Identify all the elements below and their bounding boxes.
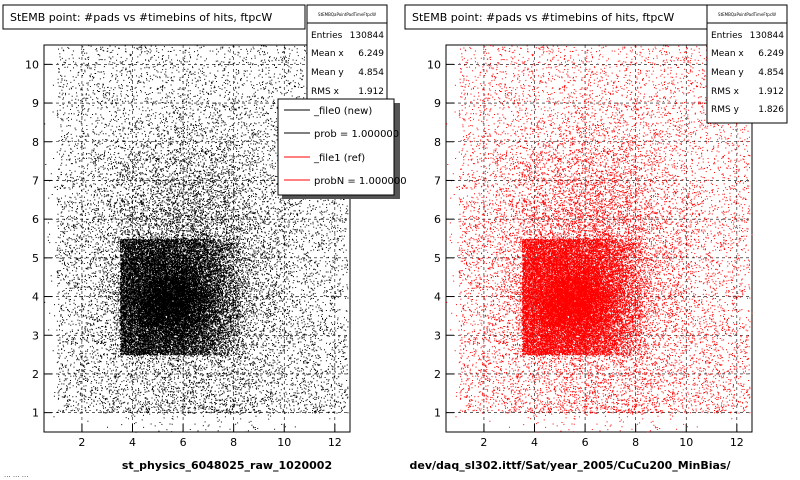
right-scatter-cloud — [446, 45, 753, 433]
right-stats-entries-label: Entries — [711, 31, 743, 41]
left-tick-label-x-8: 8 — [230, 436, 237, 449]
legend-label-1: prob = 1.000000 — [314, 129, 399, 140]
left-stats-meanx-value: 6.249 — [358, 49, 384, 59]
left-stats-meany-label: Mean y — [311, 68, 344, 78]
right-tick-label-x-2: 2 — [480, 436, 487, 449]
right-stats-name: StEMBQaPointPadTimeFtpcW — [718, 12, 776, 17]
right-stats-meanx-label: Mean x — [711, 49, 744, 59]
right-x-axis-label: dev/daq_sl302.ittf/Sat/year_2005/CuCu200… — [410, 459, 732, 472]
left-tick-label-y-9: 9 — [32, 97, 39, 110]
right-stats-meanx-value: 6.249 — [758, 49, 784, 59]
right-stats-rmsy-label: RMS y — [711, 105, 740, 115]
left-x-axis-label: st_physics_6048025_raw_1020002 — [122, 459, 332, 472]
left-tick-label-x-6: 6 — [180, 436, 187, 449]
right-tick-label-y-5: 5 — [434, 252, 441, 265]
right-tick-label-y-3: 3 — [434, 329, 441, 342]
left-tick-label-x-2: 2 — [78, 436, 85, 449]
left-tick-label-y-10: 10 — [25, 58, 39, 71]
left-tick-label-y-6: 6 — [32, 213, 39, 226]
right-tick-label-x-8: 8 — [632, 436, 639, 449]
right-tick-label-y-8: 8 — [434, 136, 441, 149]
right-stats-entries-value: 130844 — [750, 31, 785, 41]
left-tick-label-x-4: 4 — [129, 436, 136, 449]
legend: _file0 (new) prob = 1.000000 _file1 (ref… — [277, 98, 407, 199]
right-tick-label-y-7: 7 — [434, 174, 441, 187]
right-stats-box: StEMBQaPointPadTimeFtpcW Entries 130844 … — [706, 4, 788, 124]
left-stats-meanx-label: Mean x — [311, 49, 344, 59]
right-tick-label-x-12: 12 — [730, 436, 744, 449]
right-tick-label-y-10: 10 — [427, 58, 441, 71]
left-stats-entries-label: Entries — [311, 31, 343, 41]
right-stats-rmsy-value: 1.826 — [758, 105, 784, 115]
left-scatter-cloud — [44, 45, 351, 433]
right-tick-label-y-6: 6 — [434, 213, 441, 226]
right-tick-label-x-4: 4 — [531, 436, 538, 449]
left-tick-label-y-5: 5 — [32, 252, 39, 265]
left-stats-rmsx-value: 1.912 — [358, 87, 384, 97]
left-tick-label-y-2: 2 — [32, 368, 39, 381]
right-tick-label-y-4: 4 — [434, 291, 441, 304]
right-title: StEMB point: #pads vs #timebins of hits,… — [412, 11, 674, 24]
right-stats-meany-value: 4.854 — [758, 68, 784, 78]
right-scatter-points — [446, 45, 753, 433]
right-tick-label-y-1: 1 — [434, 407, 441, 420]
right-tick-label-x-10: 10 — [679, 436, 693, 449]
right-tick-label-y-2: 2 — [434, 368, 441, 381]
left-stats-entries-value: 130844 — [350, 31, 385, 41]
left-stats-rmsx-label: RMS x — [311, 87, 340, 97]
legend-label-3: probN = 1.000000 — [314, 176, 407, 187]
right-title-box — [404, 4, 708, 30]
right-tick-label-x-6: 6 — [582, 436, 589, 449]
footer-text: ... ... ... — [4, 471, 28, 479]
left-tick-label-y-3: 3 — [32, 329, 39, 342]
left-title-box — [2, 4, 306, 30]
right-stats-rmsx-label: RMS x — [711, 87, 740, 97]
right-stats-meany-label: Mean y — [711, 68, 744, 78]
left-stats-meany-value: 4.854 — [358, 68, 384, 78]
left-axis-ticks — [44, 63, 336, 432]
left-stats-name: StEMBQaPointPadTimeFtpcW — [318, 12, 376, 17]
right-tick-label-y-9: 9 — [434, 97, 441, 110]
left-tick-label-y-7: 7 — [32, 174, 39, 187]
left-tick-label-x-10: 10 — [277, 436, 291, 449]
legend-label-0: _file0 (new) — [313, 106, 372, 117]
left-tick-label-y-1: 1 — [32, 407, 39, 420]
right-stats-rmsx-value: 1.912 — [758, 87, 784, 97]
left-tick-label-y-4: 4 — [32, 291, 39, 304]
left-tick-label-x-12: 12 — [328, 436, 342, 449]
right-axis-ticks — [446, 63, 738, 432]
left-tick-label-y-8: 8 — [32, 136, 39, 149]
legend-label-2: _file1 (ref) — [313, 153, 365, 164]
left-title: StEMB point: #pads vs #timebins of hits,… — [10, 11, 272, 24]
left-scatter-points — [44, 45, 351, 433]
